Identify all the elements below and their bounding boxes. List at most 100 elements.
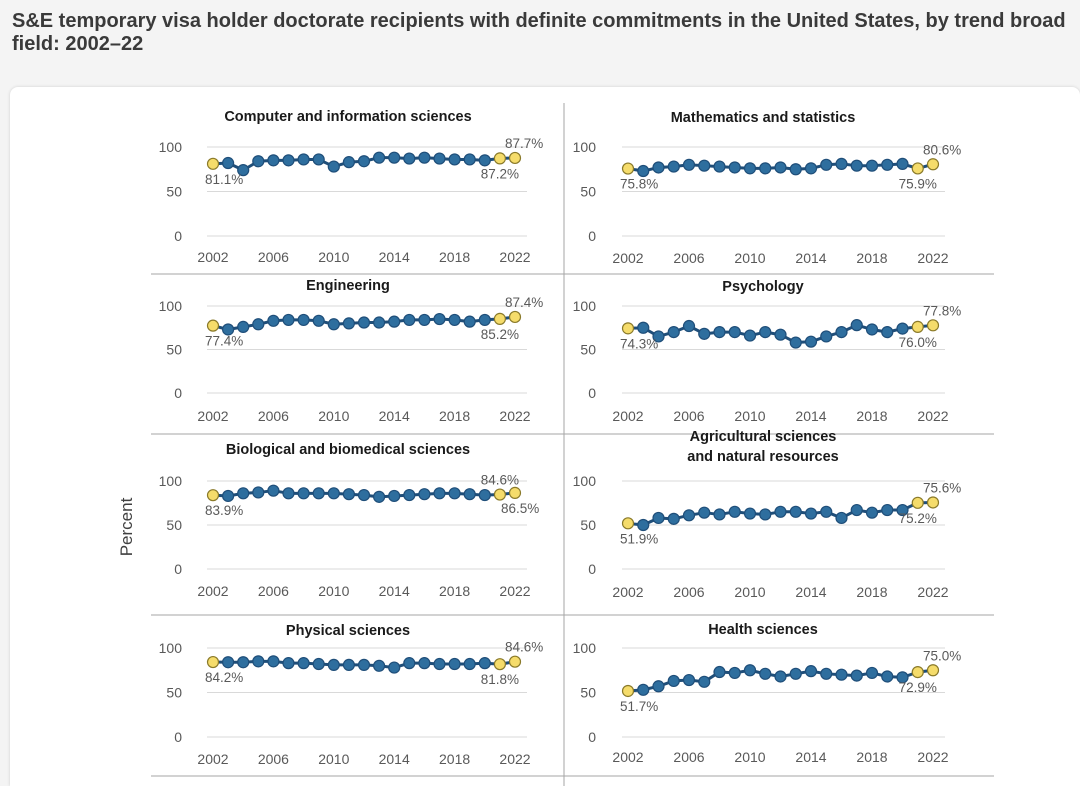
data-point (789, 336, 802, 349)
data-point (713, 326, 726, 339)
data-point (637, 518, 650, 532)
y-tick-label: 100 (573, 473, 597, 489)
y-tick-label: 50 (580, 685, 596, 701)
highlight-point (926, 664, 940, 677)
data-point (237, 487, 250, 500)
data-point (850, 503, 863, 517)
data-point (759, 162, 772, 175)
data-point (789, 667, 802, 680)
y-tick-label: 0 (174, 385, 182, 401)
x-tick-label: 2018 (856, 250, 887, 266)
data-point (865, 666, 879, 680)
data-point (327, 487, 340, 500)
data-point (713, 508, 726, 521)
page-title: S&E temporary visa holder doctorate reci… (12, 10, 1066, 55)
highlight-point (911, 162, 924, 175)
data-point (433, 152, 446, 165)
y-tick-label: 0 (588, 729, 596, 745)
x-tick-label: 2002 (197, 583, 228, 599)
data-label: 75.8% (620, 177, 658, 192)
data-point (267, 314, 280, 327)
x-tick-label: 2022 (917, 584, 948, 600)
data-point (357, 155, 371, 168)
data-label: 81.8% (481, 672, 519, 687)
data-point (728, 326, 741, 339)
data-point (850, 319, 863, 332)
data-point (342, 317, 355, 330)
x-tick-label: 2018 (856, 584, 887, 600)
data-point (835, 157, 848, 171)
data-point (297, 657, 310, 670)
panel-3: Engineering 0 50 100 2002 2006 2010 2014 2018 202… (159, 278, 544, 424)
highlight-point (911, 496, 924, 509)
data-label: 85.2% (481, 327, 519, 342)
data-point (728, 161, 741, 174)
data-label: 72.9% (899, 680, 937, 695)
panel-title: Computer and information sciences (224, 109, 471, 125)
data-point (713, 160, 726, 173)
highlight-point (926, 496, 940, 509)
data-point (282, 313, 295, 327)
x-tick-label: 2014 (379, 751, 410, 767)
y-tick-label: 50 (166, 184, 182, 200)
data-point (388, 315, 401, 328)
y-tick-label: 50 (166, 517, 182, 533)
data-label: 75.0% (923, 648, 961, 663)
data-point (463, 153, 476, 166)
y-tick-label: 50 (580, 517, 596, 533)
highlight-point (911, 666, 924, 679)
data-point (743, 507, 757, 520)
data-point (835, 668, 848, 681)
data-point (682, 319, 696, 333)
x-tick-label: 2002 (197, 249, 228, 265)
highlight-point (206, 489, 220, 502)
data-point (478, 313, 491, 327)
data-label: 84.6% (481, 473, 519, 488)
x-tick-label: 2006 (258, 249, 289, 265)
data-point (896, 503, 909, 517)
y-tick-label: 100 (159, 473, 183, 489)
highlight-point (926, 158, 940, 171)
x-tick-label: 2002 (197, 751, 228, 767)
panel-6: Agricultural sciences and natural resourc… (573, 429, 962, 600)
x-tick-label: 2018 (439, 751, 470, 767)
data-point (357, 658, 371, 672)
data-point (881, 670, 894, 683)
data-point (282, 657, 295, 670)
data-point (252, 486, 265, 499)
panel-8: Health sciences 0 50 100 2002 2006 2010 2014 201… (573, 622, 962, 765)
data-point (342, 488, 355, 501)
data-point (282, 487, 295, 500)
data-point (463, 657, 476, 671)
x-tick-label: 2006 (258, 408, 289, 424)
x-tick-label: 2018 (856, 408, 887, 424)
data-point (373, 151, 386, 164)
x-tick-label: 2002 (197, 408, 228, 424)
data-point (418, 488, 431, 501)
data-point (820, 158, 833, 171)
highlight-point (508, 310, 522, 324)
panel-4: Psychology 0 50 100 2002 2006 2010 2014 2018 2022… (573, 279, 962, 424)
data-point (222, 156, 235, 170)
data-point (418, 151, 431, 164)
data-point (418, 657, 431, 670)
data-point (222, 323, 235, 336)
panel-title: Psychology (722, 279, 803, 295)
data-point (667, 326, 680, 339)
x-tick-label: 2014 (379, 583, 410, 599)
data-point (835, 511, 848, 525)
data-point (667, 160, 680, 173)
data-point (652, 680, 665, 693)
panel-title: Mathematics and statistics (671, 110, 856, 126)
data-point (448, 657, 461, 671)
data-point (388, 151, 401, 164)
data-point (297, 153, 310, 166)
data-point (774, 505, 787, 518)
data-point (312, 314, 325, 327)
data-point (865, 323, 879, 336)
x-tick-label: 2022 (499, 583, 530, 599)
data-point (637, 164, 650, 178)
data-label: 77.8% (923, 303, 961, 318)
data-point (881, 503, 894, 517)
data-point (896, 157, 909, 171)
